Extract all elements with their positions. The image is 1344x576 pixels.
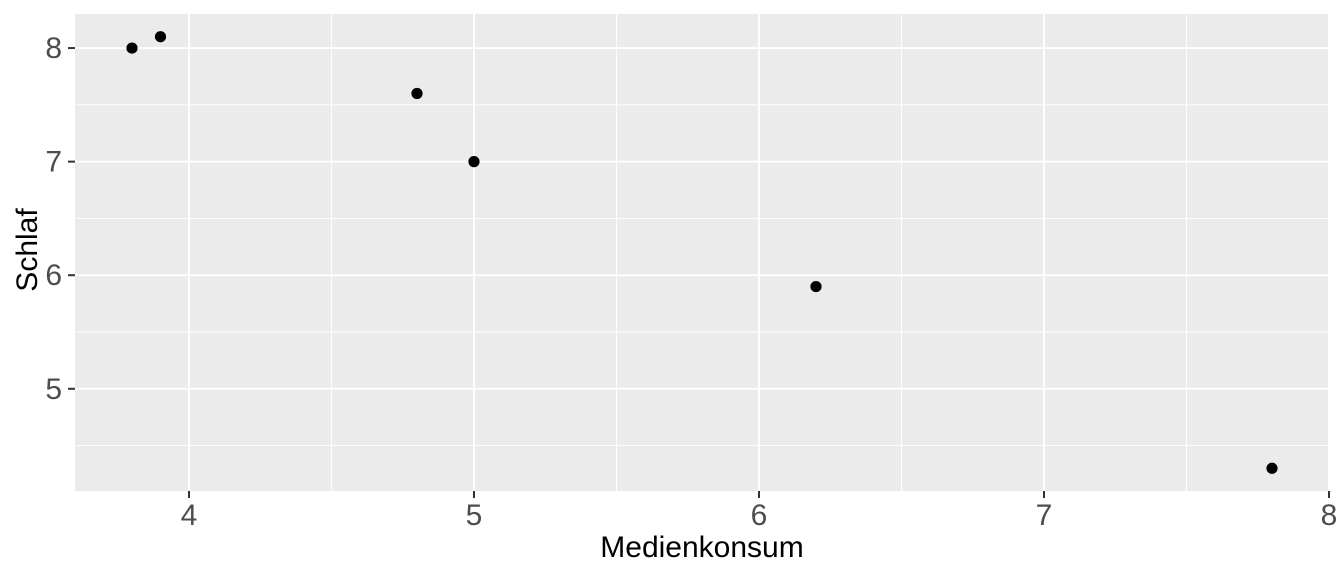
x-tick-label: 6 bbox=[751, 499, 768, 532]
y-tick-label: 6 bbox=[45, 259, 62, 292]
data-point bbox=[154, 31, 167, 43]
y-tick-label: 7 bbox=[45, 146, 62, 179]
major-gridlines bbox=[75, 14, 1330, 491]
x-tick-label: 4 bbox=[181, 499, 198, 532]
axis-tick-marks bbox=[68, 47, 1330, 498]
minor-gridlines bbox=[75, 14, 1329, 491]
data-point bbox=[411, 87, 423, 100]
x-axis-tick-labels: 4 5 6 7 8 bbox=[181, 499, 1338, 532]
data-point bbox=[126, 42, 138, 54]
y-axis-title: Schlaf bbox=[11, 208, 44, 292]
x-tick-label: 5 bbox=[466, 499, 483, 532]
data-points bbox=[126, 31, 1278, 474]
y-tick-label: 5 bbox=[45, 373, 62, 406]
data-point bbox=[1266, 462, 1278, 474]
plot-panel bbox=[75, 14, 1329, 491]
data-point bbox=[468, 156, 480, 168]
x-axis-title: Medienkonsum bbox=[600, 531, 803, 564]
x-tick-label: 8 bbox=[1321, 499, 1338, 532]
x-tick-label: 7 bbox=[1036, 499, 1053, 532]
y-axis-tick-labels: 5 6 7 8 bbox=[45, 32, 62, 406]
y-tick-label: 8 bbox=[45, 32, 62, 65]
data-point bbox=[810, 280, 822, 293]
